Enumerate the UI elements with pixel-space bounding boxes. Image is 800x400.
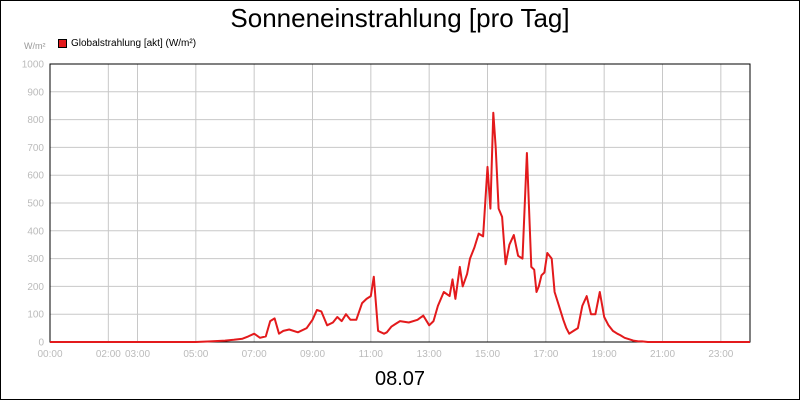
legend: Globalstrahlung [akt] (W/m²) [58, 38, 196, 49]
chart-title: Sonneneinstrahlung [pro Tag] [230, 3, 570, 33]
x-tick-label: 13:00 [417, 349, 442, 360]
y-tick-label: 800 [27, 115, 44, 126]
x-tick-label: 21:00 [650, 349, 675, 360]
y-tick-label: 0 [38, 338, 44, 349]
date-label: 08.07 [374, 368, 426, 390]
y-tick-label: 400 [27, 226, 44, 237]
x-tick-label: 03:00 [125, 349, 150, 360]
x-tick-label: 07:00 [242, 349, 267, 360]
x-tick-label: 17:00 [533, 349, 558, 360]
y-tick-label: 900 [27, 87, 44, 98]
x-tick-label: 09:00 [300, 349, 325, 360]
x-tick-label: 15:00 [475, 349, 500, 360]
y-tick-label: 100 [27, 310, 44, 321]
y-tick-label: 200 [27, 282, 44, 293]
x-tick-label: 11:00 [359, 349, 384, 360]
y-tick-label: 1000 [22, 60, 45, 71]
y-tick-label: 300 [27, 254, 44, 265]
legend-swatch-icon [58, 39, 67, 48]
x-tick-label: 00:00 [37, 349, 62, 360]
series-line [50, 111, 750, 343]
x-tick-label: 19:00 [592, 349, 617, 360]
x-tick-label: 23:00 [708, 349, 733, 360]
y-axis-label: W/m² [24, 41, 46, 51]
y-tick-label: 700 [27, 143, 44, 154]
y-tick-label: 500 [27, 199, 44, 210]
plot-border [49, 63, 751, 343]
legend-label: Globalstrahlung [akt] (W/m²) [71, 38, 197, 49]
x-tick-label: 02:00 [96, 349, 121, 360]
x-tick-label: 05:00 [183, 349, 208, 360]
y-tick-label: 600 [27, 171, 44, 182]
